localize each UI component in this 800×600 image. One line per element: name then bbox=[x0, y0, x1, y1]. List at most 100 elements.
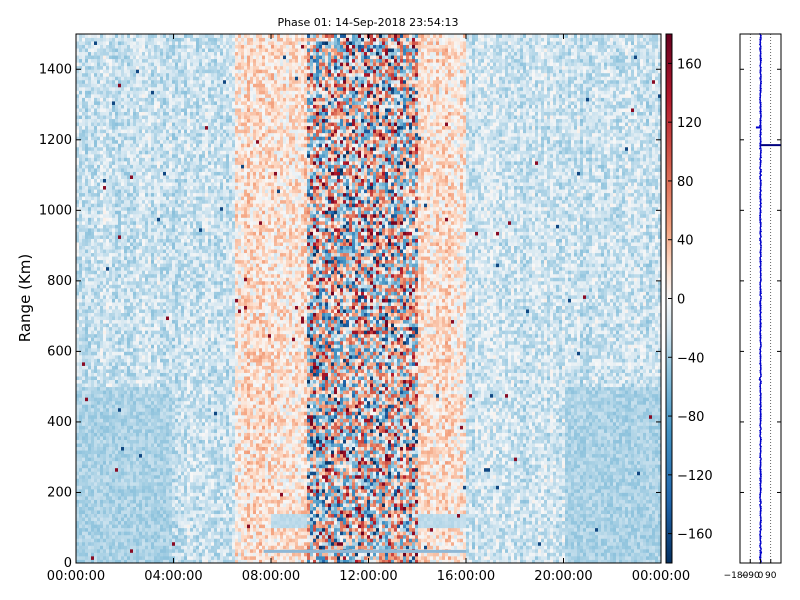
heatmap-cell bbox=[172, 199, 176, 204]
heatmap-cell bbox=[160, 62, 164, 67]
heatmap-cell bbox=[166, 347, 170, 352]
heatmap-cell bbox=[124, 548, 128, 553]
heatmap-cell bbox=[79, 55, 83, 60]
heatmap-cell bbox=[133, 242, 137, 246]
heatmap-cell bbox=[100, 485, 104, 490]
heatmap-cell bbox=[121, 37, 125, 42]
heatmap-cell bbox=[163, 86, 167, 91]
heatmap-cell bbox=[91, 182, 95, 187]
heatmap-cell bbox=[94, 182, 98, 187]
heatmap-cell bbox=[91, 481, 95, 486]
heatmap-cell bbox=[76, 340, 80, 345]
heatmap-cell bbox=[169, 76, 173, 81]
heatmap-cell bbox=[130, 478, 134, 483]
heatmap-cell bbox=[79, 125, 83, 130]
heatmap-cell bbox=[85, 425, 89, 430]
heatmap-cell bbox=[166, 238, 170, 243]
heatmap-cell bbox=[109, 474, 113, 479]
heatmap-cell bbox=[91, 136, 95, 141]
heatmap-cell bbox=[157, 425, 161, 430]
heatmap-cell bbox=[100, 379, 104, 384]
heatmap-cell bbox=[160, 129, 164, 134]
heatmap-cell bbox=[79, 178, 83, 183]
heatmap-cell bbox=[148, 425, 152, 430]
heatmap-cell bbox=[133, 333, 137, 338]
heatmap-cell bbox=[172, 235, 176, 239]
heatmap-cell bbox=[103, 108, 107, 112]
heatmap-cell bbox=[82, 485, 86, 490]
heatmap-cell bbox=[142, 548, 146, 553]
heatmap-cell bbox=[106, 51, 110, 56]
heatmap-cell bbox=[106, 125, 110, 130]
heatmap-cell bbox=[160, 425, 164, 430]
heatmap-cell bbox=[154, 284, 158, 289]
heatmap-cell bbox=[85, 210, 89, 215]
heatmap-cell bbox=[157, 309, 161, 314]
heatmap-cell bbox=[154, 319, 158, 324]
heatmap-cell bbox=[106, 538, 110, 543]
heatmap-cell bbox=[76, 252, 80, 257]
heatmap-cell bbox=[157, 305, 161, 310]
heatmap-cell bbox=[115, 203, 119, 208]
heatmap-cell bbox=[97, 432, 101, 437]
heatmap-cell bbox=[127, 467, 131, 472]
heatmap-cell bbox=[127, 323, 131, 328]
heatmap-cell bbox=[88, 443, 92, 448]
heatmap-cell bbox=[115, 175, 119, 179]
heatmap-cell bbox=[160, 157, 164, 162]
heatmap-cell bbox=[160, 41, 164, 45]
heatmap-cell bbox=[148, 157, 152, 162]
heatmap-cell bbox=[85, 273, 89, 278]
heatmap-cell bbox=[148, 150, 152, 155]
heatmap-cell bbox=[112, 541, 116, 546]
heatmap-cell bbox=[163, 249, 167, 254]
heatmap-cell bbox=[85, 90, 89, 95]
heatmap-cell bbox=[109, 513, 113, 518]
heatmap-cell bbox=[118, 474, 122, 479]
heatmap-cell bbox=[160, 139, 164, 144]
heatmap-cell bbox=[166, 390, 170, 395]
heatmap-cell bbox=[154, 460, 158, 465]
heatmap-cell bbox=[115, 146, 119, 151]
heatmap-cell bbox=[82, 506, 86, 511]
heatmap-cell bbox=[82, 210, 86, 215]
heatmap-cell bbox=[151, 340, 155, 345]
heatmap-cell bbox=[121, 122, 125, 127]
heatmap-cell bbox=[130, 65, 134, 70]
heatmap-cell bbox=[85, 302, 89, 306]
heatmap-cell bbox=[130, 266, 134, 271]
heatmap-cell bbox=[139, 220, 143, 225]
heatmap-cell bbox=[166, 305, 170, 310]
heatmap-cell bbox=[94, 231, 98, 236]
heatmap-cell bbox=[136, 439, 140, 444]
heatmap-cell bbox=[76, 231, 80, 236]
heatmap-cell bbox=[127, 256, 131, 261]
heatmap-cell bbox=[139, 316, 143, 321]
heatmap-cell bbox=[139, 273, 143, 278]
heatmap-cell bbox=[94, 150, 98, 155]
heatmap-cell bbox=[91, 242, 95, 246]
heatmap-cell bbox=[118, 450, 122, 455]
heatmap-cell bbox=[100, 404, 104, 409]
heatmap-cell bbox=[124, 224, 128, 229]
heatmap-cell bbox=[151, 273, 155, 278]
heatmap-cell bbox=[85, 379, 89, 384]
heatmap-cell bbox=[142, 245, 146, 250]
heatmap-cell bbox=[94, 41, 98, 45]
heatmap-cell bbox=[127, 83, 131, 88]
heatmap-cell bbox=[97, 55, 101, 60]
heatmap-cell bbox=[148, 337, 152, 342]
heatmap-cell bbox=[112, 478, 116, 483]
heatmap-cell bbox=[109, 517, 113, 522]
heatmap-cell bbox=[109, 464, 113, 469]
heatmap-cell bbox=[124, 411, 128, 416]
heatmap-cell bbox=[121, 414, 125, 419]
heatmap-cell bbox=[172, 379, 176, 384]
heatmap-cell bbox=[127, 488, 131, 493]
heatmap-cell bbox=[124, 393, 128, 398]
heatmap-cell bbox=[97, 273, 101, 278]
heatmap-cell bbox=[145, 485, 149, 490]
heatmap-cell bbox=[124, 72, 128, 77]
heatmap-cell bbox=[172, 65, 176, 70]
heatmap-cell bbox=[172, 347, 176, 352]
